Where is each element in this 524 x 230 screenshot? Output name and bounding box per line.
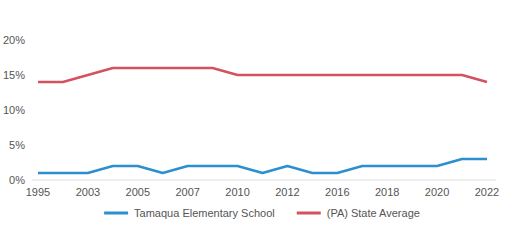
x-tick-label: 2007 [175,186,199,198]
x-tick-label: 2003 [76,186,100,198]
y-tick-label: 0% [9,174,25,186]
legend-label: Tamaqua Elementary School [134,207,275,219]
chart-svg: 0% 5% 10% 15% 20% 1995 2003 2005 2007 2010 2012 201… [0,0,524,230]
x-tick-label: 2018 [375,186,399,198]
y-tick-label: 15% [3,69,25,81]
plot-area [38,68,487,173]
y-tick-label: 10% [3,104,25,116]
x-tick-label: 2005 [126,186,150,198]
x-tick-label: 2020 [425,186,449,198]
x-tick-label: 2022 [475,186,499,198]
x-axis: 1995 2003 2005 2007 2010 2012 2016 2018 2020 2022 [26,186,499,198]
legend-swatch [104,212,128,215]
x-tick-label: 2012 [275,186,299,198]
tick-mark [29,40,32,41]
series-line [38,68,487,82]
tick-mark [29,180,32,181]
legend: Tamaqua Elementary School (PA) State Aver… [104,207,420,219]
legend-swatch [297,212,321,215]
x-tick-label: 2010 [225,186,249,198]
x-axis-line [32,180,496,181]
tick-mark [29,145,32,146]
chart-container: 0% 5% 10% 15% 20% 1995 2003 2005 2007 2010 2012 201… [0,0,524,230]
y-tick-label: 20% [3,34,25,46]
legend-label: (PA) State Average [327,207,420,219]
x-tick-label: 1995 [26,186,50,198]
tick-mark [29,75,32,76]
y-axis: 0% 5% 10% 15% 20% [3,34,32,186]
tick-mark [29,110,32,111]
y-tick-label: 5% [9,139,25,151]
series-line [38,159,487,173]
x-tick-label: 2016 [325,186,349,198]
